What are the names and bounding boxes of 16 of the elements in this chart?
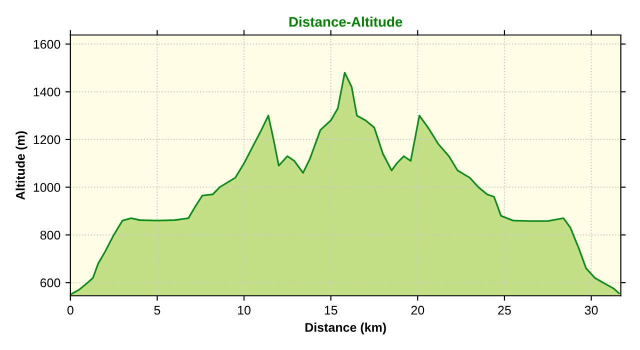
x-tick-label: 30: [584, 306, 598, 315]
x-tick-label: 5: [154, 306, 160, 315]
x-axis-title: Distance (km): [305, 322, 386, 334]
y-tick-label: 600: [40, 278, 60, 288]
chart-title: Distance-Altitude: [289, 16, 402, 27]
y-tick-label: 1600: [34, 40, 60, 49]
y-tick-label: 1200: [34, 135, 60, 144]
y-tick-label: 1400: [34, 88, 60, 96]
x-tick-label: 15: [324, 306, 338, 315]
x-tick-label: 20: [411, 306, 424, 315]
y-tick-label: 1000: [34, 183, 60, 192]
y-axis-title: Altitude (m): [16, 131, 28, 200]
x-tick-label: 10: [238, 306, 250, 315]
y-tick-label: 800: [40, 230, 60, 240]
x-tick-label: 25: [498, 306, 511, 315]
x-tick-label: 0: [67, 306, 74, 315]
